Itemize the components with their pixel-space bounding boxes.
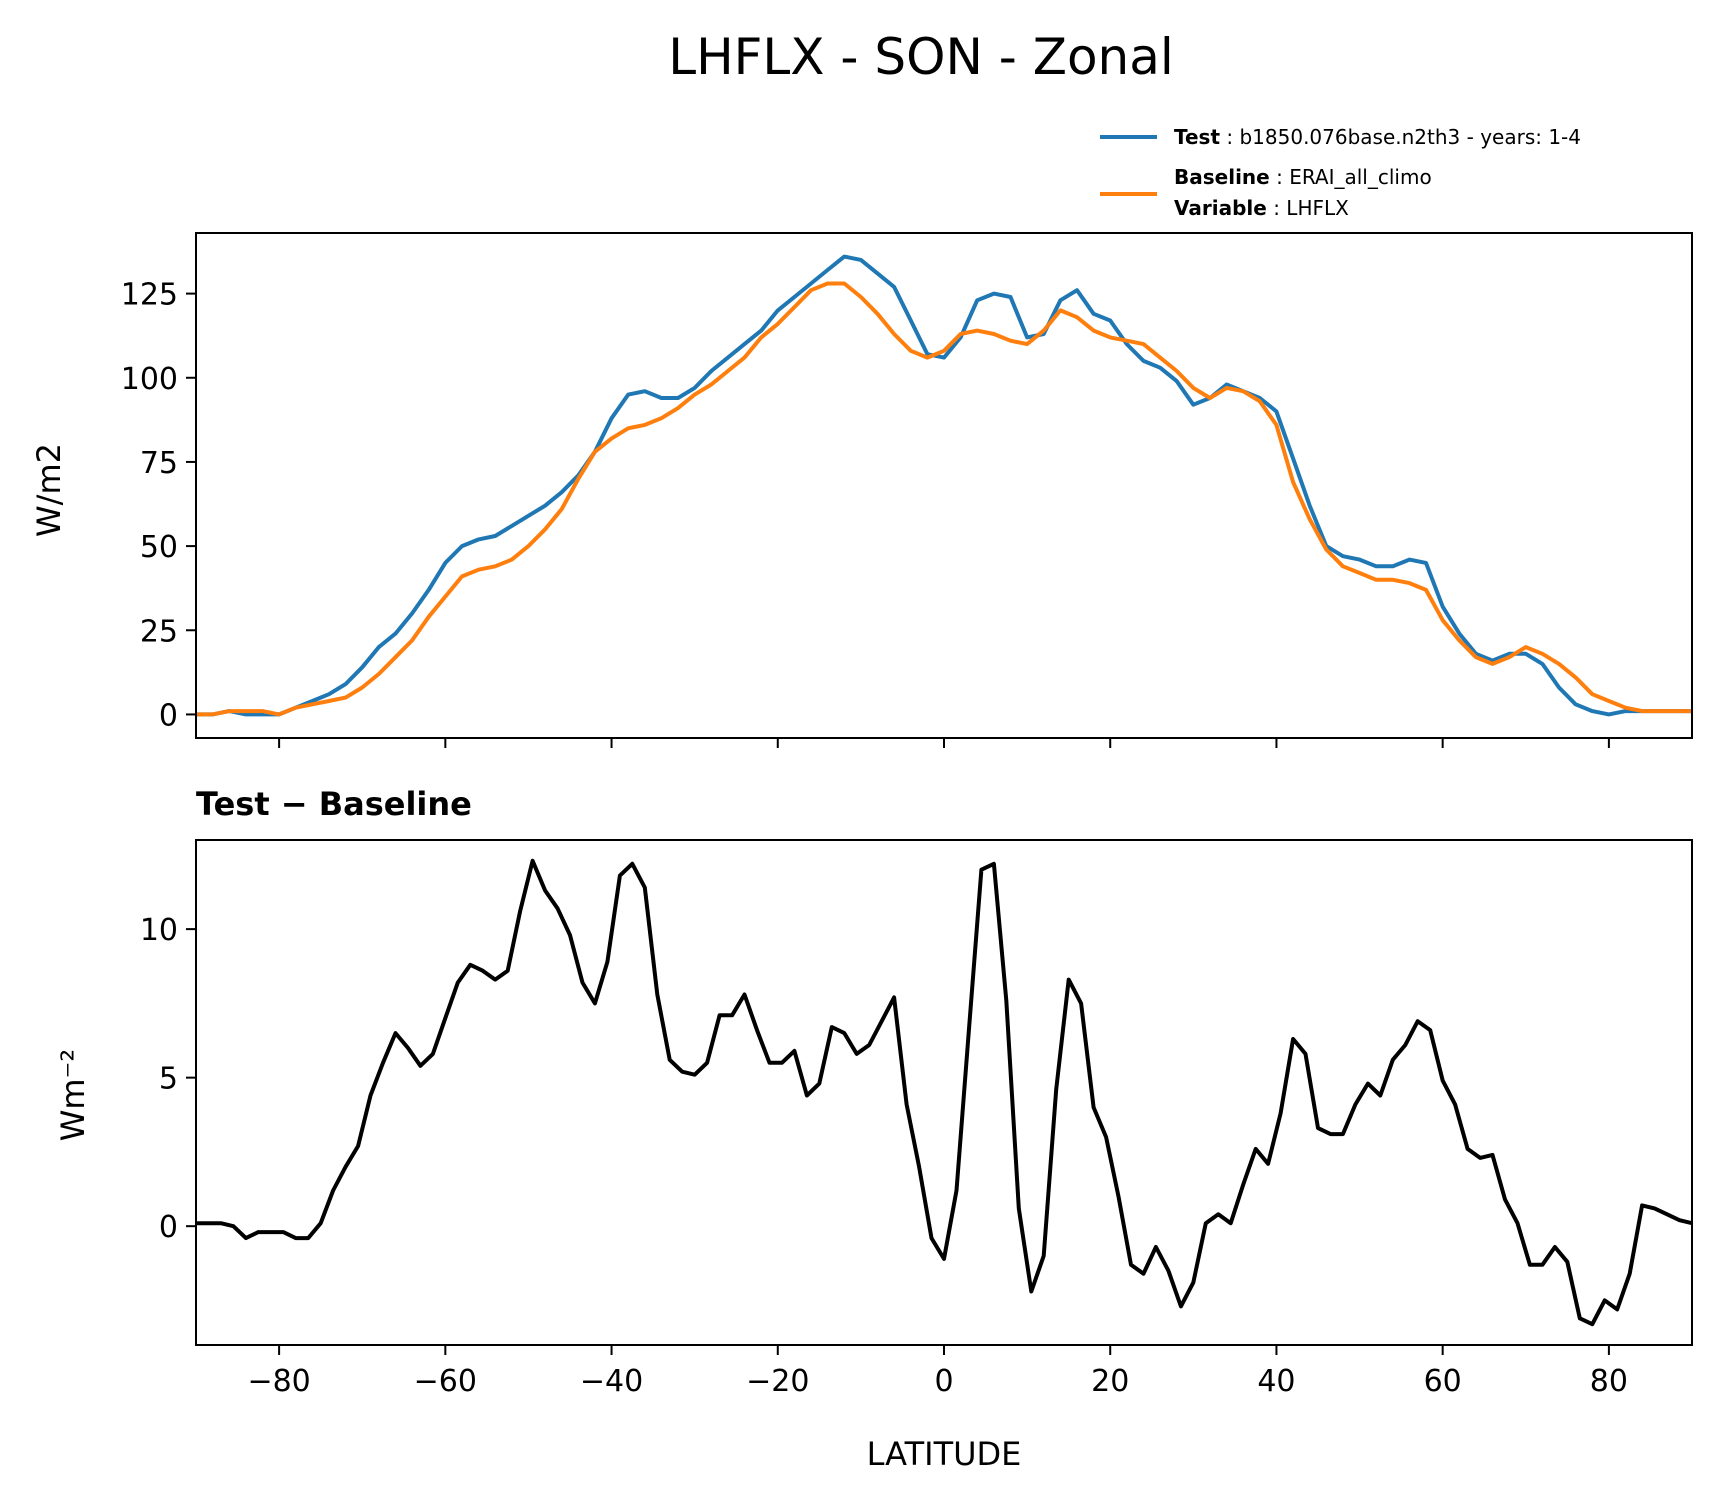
bottom-panel-title: Test − Baseline [196,785,472,823]
legend-baseline-key: Baseline [1174,165,1270,189]
bottom-x-tick-label: −80 [247,1364,310,1399]
bottom-x-axis: −80 −60 −40 −20 0 20 40 60 80 [247,1345,1628,1399]
bottom-y-axis-label: Wm⁻² [54,1049,92,1142]
top-y-tick-label: 50 [140,530,178,565]
bottom-x-tick-label: 40 [1257,1364,1295,1399]
legend-baseline-sep: : [1270,165,1289,189]
top-y-axis: 0 25 50 75 100 125 [121,278,196,733]
top-y-tick-label: 0 [159,698,178,733]
bottom-y-tick-label: 5 [159,1062,178,1097]
bottom-x-tick-label: 20 [1091,1364,1129,1399]
legend-baseline-value: ERAI_all_climo [1289,165,1432,189]
bottom-x-tick-label: −20 [746,1364,809,1399]
top-series-line-test [196,254,1692,717]
difference-line [196,858,1693,1327]
top-series-line-baseline [196,281,1692,717]
legend-entry-baseline: Baseline : ERAI_all_climo [1174,165,1432,189]
legend-test-value: b1850.076base.n2th3 - years: 1-4 [1239,125,1581,149]
top-panel: 0 25 50 75 100 125 W/m2 [30,232,1693,748]
bottom-x-tick-label: −60 [414,1364,477,1399]
legend-test-key: Test [1174,125,1220,149]
bottom-y-tick-label: 10 [140,913,178,948]
legend-variable-sep: : [1267,196,1286,220]
top-y-tick-label: 75 [140,446,178,481]
bottom-x-tick-label: −40 [580,1364,643,1399]
legend-test-sep: : [1220,125,1239,149]
top-y-tick-label: 25 [140,614,178,649]
top-x-axis [278,738,1610,748]
legend-variable-key: Variable [1174,196,1267,220]
legend-entry-variable: Variable : LHFLX [1174,196,1349,220]
top-series-lines [196,254,1692,717]
bottom-series-line-0 [196,858,1693,1327]
bottom-x-tick-label: 60 [1424,1364,1462,1399]
top-y-tick-label: 125 [121,278,178,313]
top-plot-frame [195,232,1693,739]
figure-title: LHFLX - SON - Zonal [668,28,1174,86]
bottom-panel: Test − Baseline 0 5 10 −80 −60 −40 −20 0 20 40 60… [54,785,1693,1473]
bottom-y-axis: 0 5 10 [140,913,196,1245]
bottom-x-tick-label: 0 [934,1364,953,1399]
legend-entry-test: Test : b1850.076base.n2th3 - years: 1-4 [1174,125,1581,149]
top-y-axis-label: W/m2 [30,443,68,537]
bottom-plot-frame [195,839,1693,1346]
bottom-x-tick-label: 80 [1590,1364,1628,1399]
bottom-y-tick-label: 0 [159,1210,178,1245]
top-y-tick-label: 100 [121,362,178,397]
legend: Test : b1850.076base.n2th3 - years: 1-4 … [1100,125,1581,220]
legend-variable-value: LHFLX [1286,196,1349,220]
x-axis-label: LATITUDE [867,1435,1022,1473]
